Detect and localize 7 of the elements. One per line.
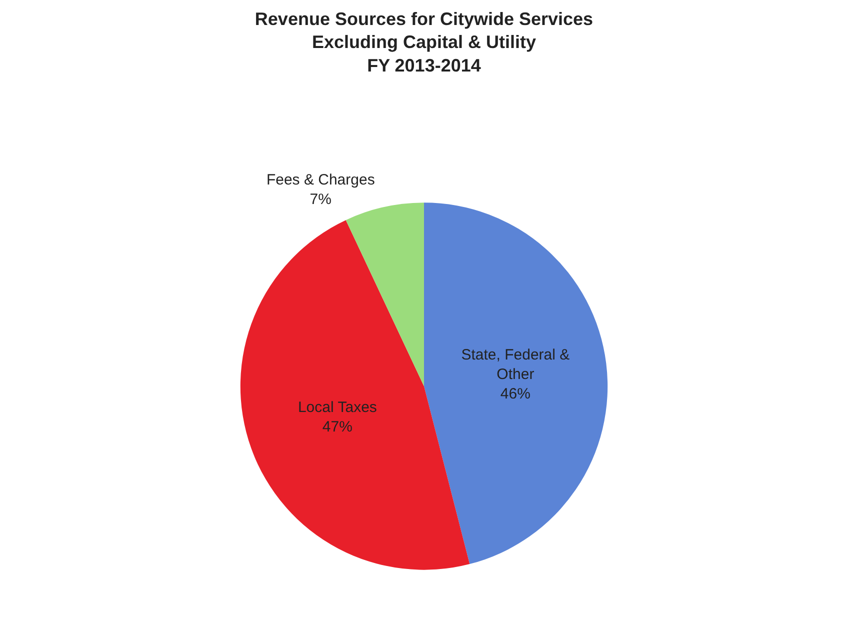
slice-label: State, Federal & Other: [461, 346, 570, 384]
data-label: 46%: [500, 386, 530, 403]
chart-title: Revenue Sources for Citywide Services Excluding Capital & Utility FY 2013-2014: [254, 8, 594, 76]
slice-label: Local Taxes: [298, 399, 377, 416]
slice-label: Fees & Charges: [266, 171, 375, 188]
data-label: 7%: [310, 190, 332, 208]
data-label: 47%: [322, 418, 352, 436]
